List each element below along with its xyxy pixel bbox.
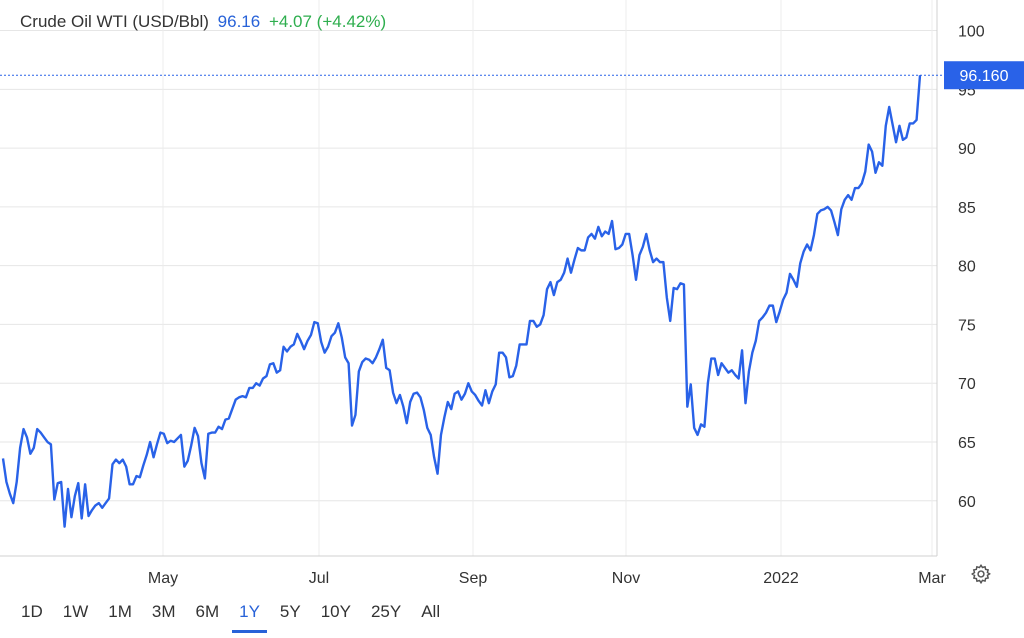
range-button-1w[interactable]: 1W: [62, 602, 89, 621]
x-tick-label: May: [148, 570, 178, 587]
y-tick-label: 65: [958, 435, 976, 452]
price-change: +4.07 (+4.42%): [268, 12, 387, 31]
price-series-line: [1, 75, 922, 528]
y-tick-label: 70: [958, 376, 976, 393]
x-tick-label: Sep: [459, 570, 488, 587]
y-tick-label: 75: [958, 317, 976, 334]
range-button-1y[interactable]: 1Y: [232, 596, 267, 633]
y-tick-label: 100: [958, 24, 985, 41]
y-tick-label: 90: [958, 141, 976, 158]
gear-icon[interactable]: [970, 563, 992, 585]
x-tick-label: Jul: [309, 570, 329, 587]
chart-header: Crude Oil WTI (USD/Bbl) 96.16 +4.07 (+4.…: [20, 12, 386, 32]
y-tick-label: 80: [958, 259, 976, 276]
y-tick-label: 85: [958, 200, 976, 217]
grid: [0, 0, 938, 557]
range-button-5y[interactable]: 5Y: [279, 602, 301, 621]
range-button-all[interactable]: All: [421, 602, 441, 621]
current-price: 96.16: [217, 12, 261, 31]
instrument-name: Crude Oil WTI (USD/Bbl): [20, 12, 209, 31]
x-axis-ticks: May Jul Sep Nov 2022 Mar: [148, 570, 947, 587]
last-price-layer: 96.160: [0, 61, 1024, 90]
range-button-1m[interactable]: 1M: [108, 602, 132, 621]
series-layer: [1, 75, 922, 528]
range-button-3m[interactable]: 3M: [151, 602, 176, 621]
x-tick-label: Nov: [612, 570, 640, 587]
range-button-6m[interactable]: 6M: [195, 602, 220, 621]
range-selector: 1D 1W 1M 3M 6M 1Y 5Y 10Y 25Y All: [14, 596, 453, 636]
range-button-25y[interactable]: 25Y: [370, 602, 402, 621]
last-price-label: 96.160: [960, 68, 1009, 85]
y-tick-label: 60: [958, 494, 976, 511]
last-price-tag: [944, 61, 1024, 90]
x-tick-label: 2022: [763, 570, 799, 587]
x-tick-label: Mar: [918, 570, 946, 587]
range-button-1d[interactable]: 1D: [21, 602, 43, 621]
range-button-10y[interactable]: 10Y: [320, 602, 351, 621]
